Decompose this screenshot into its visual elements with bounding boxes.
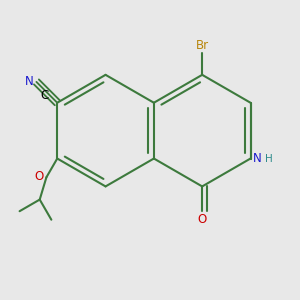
Text: H: H: [265, 154, 273, 164]
Text: N: N: [253, 152, 262, 165]
Text: O: O: [198, 213, 207, 226]
Text: N: N: [25, 75, 33, 88]
Text: Br: Br: [196, 39, 209, 52]
Text: C: C: [40, 89, 48, 102]
Text: O: O: [34, 170, 43, 183]
